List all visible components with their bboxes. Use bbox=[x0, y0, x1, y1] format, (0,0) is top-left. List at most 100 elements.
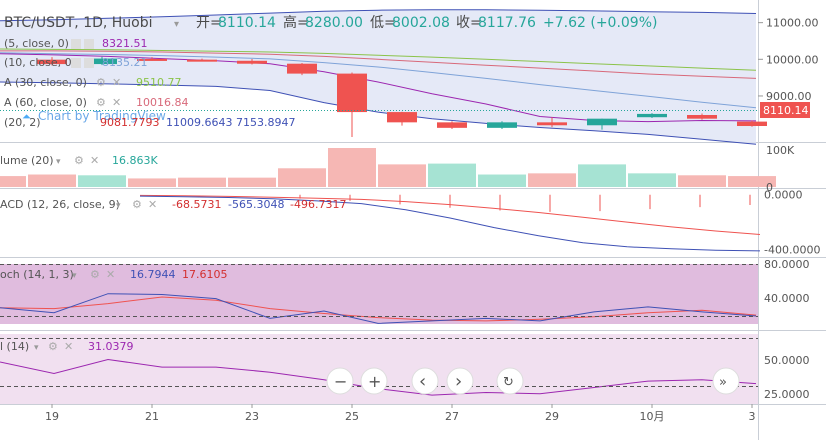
close-icon: ✕ bbox=[106, 268, 115, 281]
candle-body bbox=[37, 59, 67, 65]
price-tick-label: 9000.00 bbox=[766, 90, 812, 103]
stoch-k-line bbox=[0, 293, 757, 324]
volume-bar bbox=[428, 163, 476, 187]
legend-ma10-value: 8135.21 bbox=[102, 56, 148, 69]
scroll-to-latest-button[interactable]: » bbox=[712, 367, 740, 395]
settings-icon bbox=[71, 58, 81, 68]
close-icon: ✕ bbox=[90, 154, 99, 167]
zoom-out-button[interactable]: − bbox=[326, 367, 354, 395]
legend-ma30[interactable]: A (30, close, 0) ⚙ ✕ 9510.77 bbox=[4, 76, 182, 89]
scroll-left-button[interactable]: ‹ bbox=[411, 367, 439, 395]
legend-bb-v2: 11009.6643 bbox=[166, 116, 232, 129]
volume-tick-label: 0 bbox=[766, 181, 773, 194]
ma10-line bbox=[0, 52, 757, 109]
candle-body bbox=[187, 59, 217, 62]
stoch-tick-label: 40.0000 bbox=[764, 292, 810, 305]
chevron-down-icon: ▾ bbox=[56, 157, 61, 167]
macd-tick-label: -400.0000 bbox=[764, 244, 820, 257]
svg-text:↻: ↻ bbox=[503, 375, 514, 390]
legend-volume-value: 16.863K bbox=[112, 154, 158, 167]
candles bbox=[37, 56, 767, 137]
bollinger-upper-line bbox=[0, 9, 757, 22]
candle-body bbox=[537, 122, 567, 126]
legend-macd-label: ACD (12, 26, close, 9) bbox=[0, 198, 120, 211]
x-tick-label: 23 bbox=[245, 410, 259, 423]
volume-bar bbox=[328, 148, 376, 187]
close-label: 收= bbox=[456, 15, 482, 31]
legend-ma30-value: 9510.77 bbox=[136, 76, 182, 89]
candle-body bbox=[437, 122, 467, 128]
x-tick-label: 19 bbox=[45, 410, 59, 423]
x-tick-label: 3 bbox=[749, 410, 756, 423]
zoom-in-button[interactable]: + bbox=[360, 367, 388, 395]
svg-text:»: » bbox=[719, 375, 727, 390]
volume-bars bbox=[0, 148, 776, 187]
candle-body bbox=[387, 112, 417, 123]
svg-text:›: › bbox=[455, 371, 462, 392]
last-price-badge: 8110.14 bbox=[760, 102, 810, 118]
stoch-series bbox=[0, 293, 757, 324]
volume-bar bbox=[378, 164, 426, 187]
reset-chart-button[interactable]: ↻ bbox=[496, 367, 524, 395]
legend-volume-label: lume (20) bbox=[0, 154, 54, 167]
svg-text:‹: ‹ bbox=[419, 371, 426, 392]
close-icon: ✕ bbox=[112, 76, 121, 89]
bollinger-lower-line bbox=[0, 81, 757, 145]
volume-bar bbox=[578, 164, 626, 187]
header: BTC/USDT, 1D, Huobi ▾ 开= 8110.14 高= 8280… bbox=[4, 14, 657, 31]
settings-icon: ⚙ bbox=[48, 340, 58, 353]
legend-ma10[interactable]: (10, close, 0) 8135.21 bbox=[4, 56, 148, 69]
watermark-text: Chart by TradingView bbox=[38, 109, 166, 123]
close-value: 8117.76 bbox=[478, 15, 536, 31]
legend-stoch[interactable]: och (14, 1, 3) ▾ ⚙ ✕ 16.7944 17.6105 bbox=[0, 268, 228, 281]
legend-macd-v2: -565.3048 bbox=[228, 198, 284, 211]
candle-body bbox=[637, 113, 667, 118]
settings-icon: ⚙ bbox=[74, 154, 84, 167]
settings-icon: ⚙ bbox=[132, 198, 142, 211]
volume-bar bbox=[628, 173, 676, 187]
chevron-down-icon: ▾ bbox=[34, 343, 39, 353]
legend-ma60[interactable]: A (60, close, 0) ⚙ ✕ 10016.84 bbox=[4, 96, 189, 109]
legend-ma30-label: A (30, close, 0) bbox=[4, 76, 87, 89]
chevron-down-icon: ▾ bbox=[116, 201, 121, 211]
candle-body bbox=[687, 115, 717, 119]
legend-macd[interactable]: ACD (12, 26, close, 9) ▾ ⚙ ✕ -68.5731 -5… bbox=[0, 198, 346, 211]
legend-ma10-label: (10, close, 0) bbox=[4, 56, 76, 69]
axes: 11000.00 10000.00 9000.00 100K 00.0000 -400.0… bbox=[45, 17, 820, 423]
close-icon: ✕ bbox=[64, 340, 73, 353]
legend-volume[interactable]: lume (20) ▾ ⚙ ✕ 16.863K bbox=[0, 154, 158, 167]
scroll-right-button[interactable]: › bbox=[446, 367, 474, 395]
close-icon bbox=[84, 58, 94, 68]
legend-bb[interactable]: (20, 2) 9081.7793 11009.6643 7153.8947 bbox=[4, 116, 296, 129]
watermark: ⏶ Chart by TradingView bbox=[22, 109, 166, 123]
legend-bb-v3: 7153.8947 bbox=[236, 116, 296, 129]
open-label: 开= bbox=[196, 15, 222, 31]
volume-bar bbox=[478, 174, 526, 187]
volume-bar bbox=[28, 174, 76, 187]
symbol-dropdown-icon: ▾ bbox=[174, 19, 179, 30]
legend-ma5[interactable]: (5, close, 0) 8321.51 bbox=[4, 37, 148, 50]
svg-text:+: + bbox=[368, 372, 381, 391]
legend-rsi[interactable]: l (14) ▾ ⚙ ✕ 31.0379 bbox=[0, 340, 134, 353]
stoch-tick-label: 80.0000 bbox=[764, 258, 810, 271]
ma30-line bbox=[0, 48, 757, 71]
legend-ma60-value: 10016.84 bbox=[136, 96, 189, 109]
volume-bar bbox=[128, 178, 176, 187]
rsi-tick-label: 50.0000 bbox=[764, 354, 810, 367]
price-tick-label: 11000.00 bbox=[766, 17, 819, 30]
legend-ma5-label: (5, close, 0) bbox=[4, 37, 69, 50]
legend-bb-label: (20, 2) bbox=[4, 116, 41, 129]
x-tick-label: 29 bbox=[545, 410, 559, 423]
volume-bar bbox=[728, 176, 776, 187]
low-label: 低= bbox=[370, 15, 396, 31]
indicator-lines bbox=[0, 9, 757, 145]
volume-bar bbox=[78, 175, 126, 187]
legend-bb-v1: 9081.7793 bbox=[100, 116, 160, 129]
candle-body bbox=[487, 122, 517, 128]
ma5-line bbox=[0, 53, 757, 123]
x-tick-label: 25 bbox=[345, 410, 359, 423]
candle-body bbox=[587, 118, 617, 126]
settings-icon: ⚙ bbox=[90, 268, 100, 281]
